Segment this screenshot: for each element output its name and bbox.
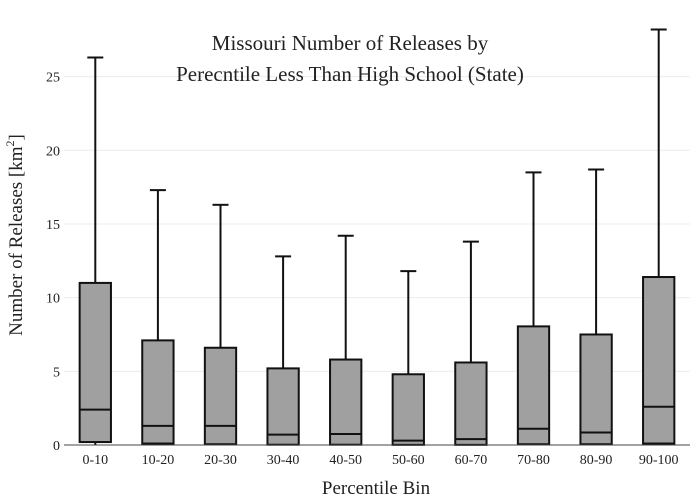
box-20-30 bbox=[203, 203, 238, 446]
interquartile-box bbox=[329, 358, 363, 446]
y-tick-label-10: 10 bbox=[46, 292, 60, 307]
x-tick-label-90-100: 90-100 bbox=[639, 453, 679, 468]
box-50-60 bbox=[391, 270, 425, 446]
x-tick-label-40-50: 40-50 bbox=[329, 453, 362, 468]
box-60-70 bbox=[454, 240, 488, 446]
chart-title-line-2: Perecntile Less Than High School (State) bbox=[176, 62, 524, 86]
interquartile-box bbox=[391, 373, 425, 446]
x-tick-label-50-60: 50-60 bbox=[392, 453, 425, 468]
x-tick-labels: 0-10 10-20 20-30 30-40 40-50 50-60 60-70 70-80 8… bbox=[82, 453, 678, 468]
y-tick-label-15: 15 bbox=[46, 218, 60, 233]
interquartile-box bbox=[454, 361, 488, 446]
y-axis-title-main: Number of Releases [km bbox=[6, 146, 27, 336]
x-tick-label-30-40: 30-40 bbox=[267, 453, 300, 468]
interquartile-box bbox=[266, 367, 300, 446]
y-tick-label-20: 20 bbox=[46, 144, 60, 159]
box-30-40 bbox=[266, 255, 300, 446]
x-tick-label-20-30: 20-30 bbox=[204, 453, 237, 468]
y-axis-title-close: ] bbox=[6, 134, 27, 140]
box-0-10 bbox=[78, 56, 112, 445]
box-40-50 bbox=[329, 234, 363, 446]
box-90-100 bbox=[642, 28, 676, 445]
box-70-80 bbox=[516, 171, 551, 446]
y-tick-label-5: 5 bbox=[53, 365, 60, 380]
y-tick-label-25: 25 bbox=[46, 71, 60, 86]
y-axis-title: Number of Releases [km2] bbox=[3, 134, 27, 336]
interquartile-box bbox=[579, 333, 613, 446]
x-tick-label-70-80: 70-80 bbox=[517, 453, 550, 468]
y-tick-labels: 0 5 10 15 20 25 bbox=[46, 71, 60, 454]
box-80-90 bbox=[579, 168, 613, 446]
y-tick-label-0: 0 bbox=[53, 439, 60, 454]
x-axis-title: Percentile Bin bbox=[322, 478, 431, 499]
interquartile-box bbox=[78, 281, 112, 444]
chart-title-line-1: Missouri Number of Releases by bbox=[212, 31, 489, 55]
x-tick-label-60-70: 60-70 bbox=[455, 453, 488, 468]
box-10-20 bbox=[141, 189, 175, 445]
x-tick-label-0-10: 0-10 bbox=[82, 453, 108, 468]
interquartile-box bbox=[642, 276, 676, 445]
box-series bbox=[78, 28, 676, 446]
x-tick-label-10-20: 10-20 bbox=[142, 453, 175, 468]
interquartile-box bbox=[141, 339, 175, 445]
y-axis-title-superscript: 2 bbox=[3, 140, 17, 146]
interquartile-box bbox=[516, 325, 551, 446]
x-tick-label-80-90: 80-90 bbox=[580, 453, 613, 468]
interquartile-box bbox=[203, 346, 238, 446]
